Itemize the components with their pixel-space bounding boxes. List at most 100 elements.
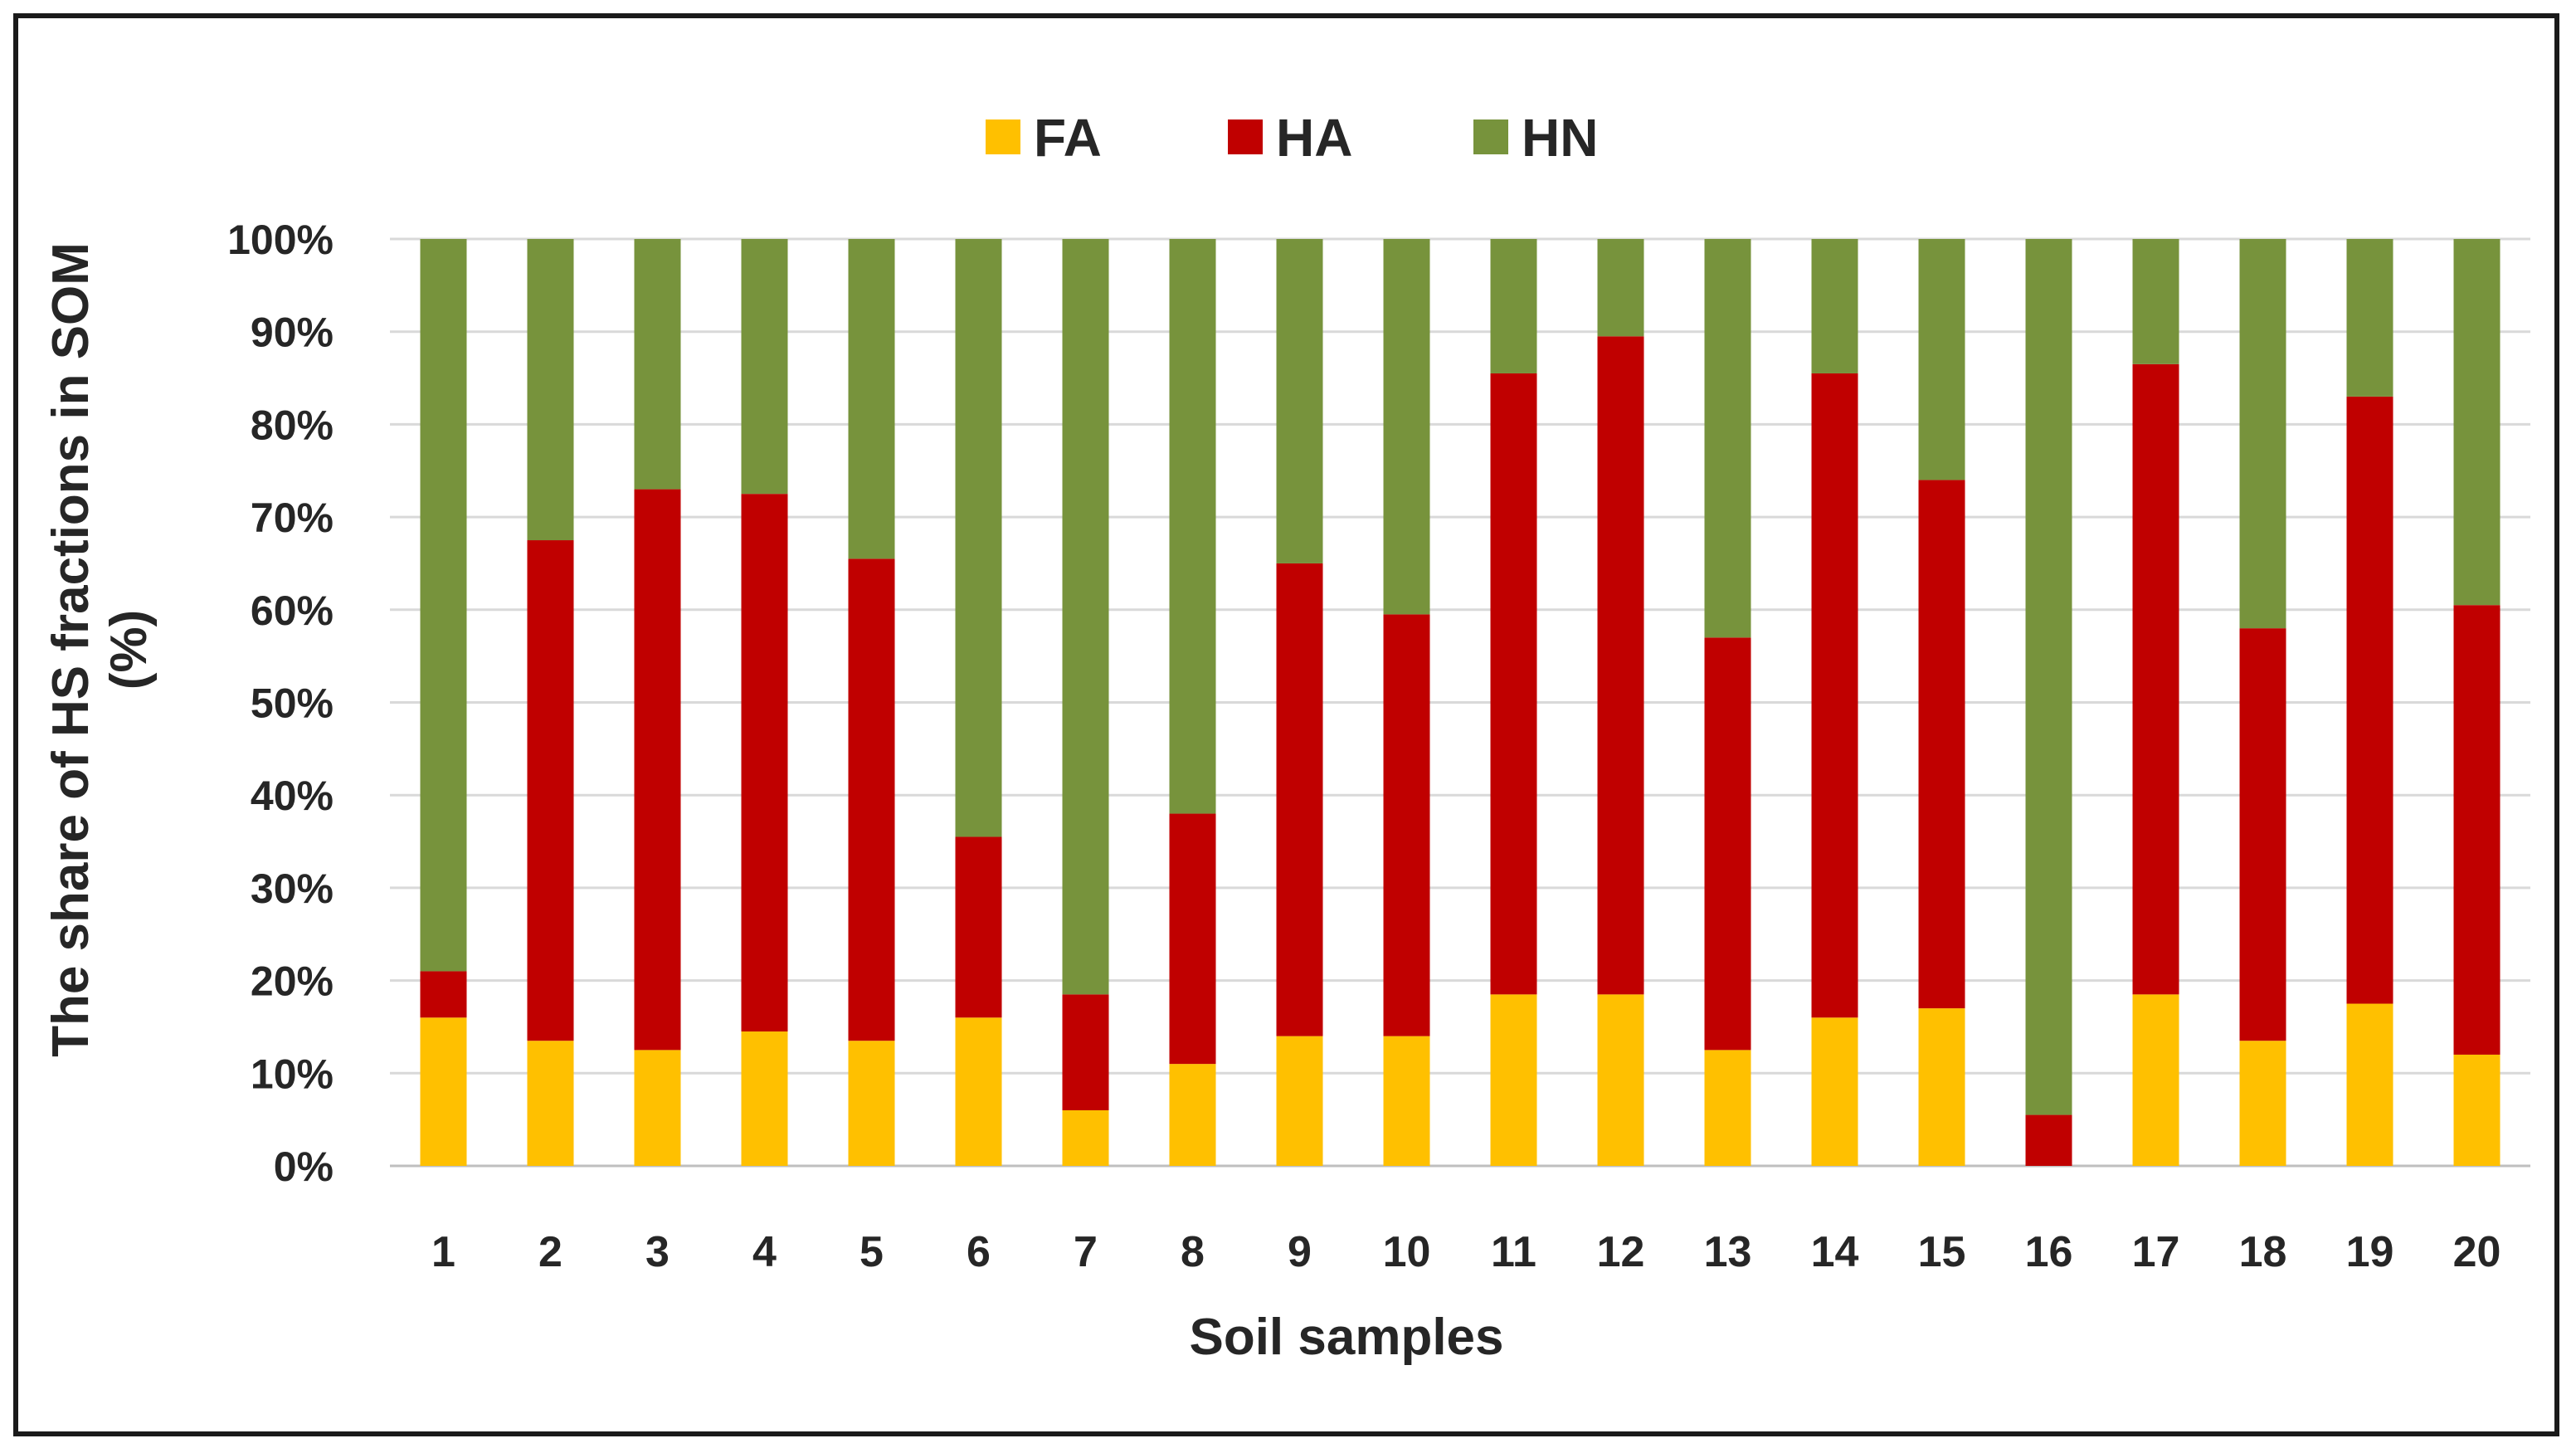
y-tick-label: 100% [227, 217, 334, 263]
bar-ha-sample-12 [1597, 336, 1644, 995]
x-tick-label: 19 [2346, 1228, 2394, 1276]
bar-fa-sample-13 [1704, 1050, 1751, 1166]
bar-hn-sample-12 [1597, 239, 1644, 337]
x-tick-label: 5 [859, 1228, 884, 1276]
bar-hn-sample-18 [2239, 239, 2286, 629]
bar-ha-sample-20 [2453, 605, 2501, 1055]
bar-ha-sample-8 [1169, 813, 1216, 1065]
x-tick-label: 13 [1704, 1228, 1752, 1276]
bar-ha-sample-11 [1490, 373, 1537, 995]
y-axis-ticks: 0% 10% 20% 30% 40% 50% 60% 70% 80% 90% 100% [227, 217, 334, 1190]
bar-hn-sample-5 [848, 239, 895, 559]
y-tick-label: 90% [251, 310, 334, 356]
bar-ha-sample-15 [1918, 480, 1965, 1009]
x-tick-label: 10 [1383, 1228, 1431, 1276]
bar-fa-sample-5 [848, 1041, 895, 1166]
legend-swatch-ha [1228, 119, 1263, 154]
bar-ha-sample-13 [1704, 637, 1751, 1051]
x-tick-label: 16 [2025, 1228, 2073, 1276]
bar-hn-sample-4 [741, 239, 788, 495]
bar-hn-sample-17 [2132, 239, 2179, 364]
bar-fa-sample-19 [2346, 1003, 2393, 1166]
bar-ha-sample-16 [2025, 1114, 2072, 1166]
bar-fa-sample-9 [1276, 1036, 1323, 1166]
bar-hn-sample-6 [955, 239, 1002, 837]
bar-hn-sample-2 [527, 239, 574, 541]
y-tick-label: 50% [251, 680, 334, 727]
y-tick-label: 10% [251, 1051, 334, 1097]
bar-fa-sample-2 [527, 1041, 574, 1166]
x-tick-label: 14 [1811, 1228, 1859, 1276]
x-tick-label: 20 [2453, 1228, 2501, 1276]
bars [420, 239, 2501, 1166]
x-tick-label: 6 [967, 1228, 991, 1276]
bar-fa-sample-8 [1169, 1064, 1216, 1166]
bar-fa-sample-10 [1383, 1036, 1430, 1166]
bar-ha-sample-14 [1811, 373, 1858, 1018]
bar-ha-sample-2 [527, 540, 574, 1041]
bar-ha-sample-17 [2132, 363, 2179, 995]
x-tick-label: 8 [1181, 1228, 1205, 1276]
bar-fa-sample-20 [2453, 1054, 2501, 1166]
bar-hn-sample-13 [1704, 239, 1751, 638]
x-tick-label: 17 [2132, 1228, 2180, 1276]
bar-fa-sample-14 [1811, 1017, 1858, 1166]
bar-ha-sample-1 [420, 971, 467, 1018]
bar-hn-sample-20 [2453, 239, 2501, 606]
bar-hn-sample-7 [1062, 239, 1109, 995]
bar-hn-sample-15 [1918, 239, 1965, 480]
bar-hn-sample-8 [1169, 239, 1216, 814]
bar-ha-sample-5 [848, 558, 895, 1041]
bar-ha-sample-4 [741, 494, 788, 1032]
bar-hn-sample-3 [634, 239, 681, 490]
x-tick-label: 9 [1288, 1228, 1312, 1276]
y-axis-title-line-2: (%) [100, 610, 158, 690]
bar-hn-sample-16 [2025, 239, 2072, 1115]
y-tick-label: 60% [251, 588, 334, 634]
x-tick-label: 4 [752, 1228, 777, 1276]
bar-hn-sample-11 [1490, 239, 1537, 373]
bar-ha-sample-19 [2346, 396, 2393, 1004]
bar-fa-sample-3 [634, 1050, 681, 1166]
x-axis-ticks: 1 2 3 4 5 6 7 8 9 10 11 12 13 14 15 16 17 18 19 20 [431, 1228, 2501, 1276]
x-tick-label: 12 [1597, 1228, 1645, 1276]
bar-ha-sample-3 [634, 489, 681, 1051]
bar-hn-sample-19 [2346, 239, 2393, 397]
bar-ha-sample-18 [2239, 628, 2286, 1041]
bar-fa-sample-7 [1062, 1109, 1109, 1166]
bar-ha-sample-10 [1383, 614, 1430, 1036]
x-tick-label: 15 [1918, 1228, 1966, 1276]
bar-fa-sample-12 [1597, 994, 1644, 1166]
bar-fa-sample-1 [420, 1017, 467, 1166]
x-tick-label: 18 [2239, 1228, 2287, 1276]
bar-hn-sample-9 [1276, 239, 1323, 563]
legend: FA HA HN [986, 108, 1598, 168]
bar-hn-sample-14 [1811, 239, 1858, 373]
y-tick-label: 70% [251, 495, 334, 541]
legend-label-hn: HN [1522, 108, 1598, 168]
y-axis-title-line-1: The share of HS fractions in SOM [42, 242, 100, 1057]
x-axis-title: Soil samples [1189, 1309, 1503, 1366]
bar-fa-sample-11 [1490, 994, 1537, 1166]
bar-hn-sample-10 [1383, 239, 1430, 615]
bar-fa-sample-4 [741, 1031, 788, 1166]
y-tick-label: 0% [274, 1143, 334, 1190]
bar-ha-sample-7 [1062, 994, 1109, 1110]
legend-label-fa: FA [1034, 108, 1102, 168]
x-tick-label: 2 [538, 1228, 562, 1276]
y-tick-label: 20% [251, 958, 334, 1005]
legend-swatch-hn [1473, 119, 1508, 154]
x-tick-label: 7 [1074, 1228, 1098, 1276]
bar-fa-sample-17 [2132, 994, 2179, 1166]
legend-swatch-fa [986, 119, 1020, 154]
y-tick-label: 30% [251, 865, 334, 912]
y-tick-label: 80% [251, 402, 334, 448]
bar-fa-sample-15 [1918, 1008, 1965, 1166]
legend-label-ha: HA [1276, 108, 1352, 168]
y-tick-label: 40% [251, 773, 334, 819]
x-tick-label: 1 [431, 1228, 455, 1276]
bar-ha-sample-6 [955, 836, 1002, 1018]
y-axis-title: The share of HS fractions in SOM (%) [42, 242, 158, 1057]
gridlines [390, 237, 2530, 1168]
